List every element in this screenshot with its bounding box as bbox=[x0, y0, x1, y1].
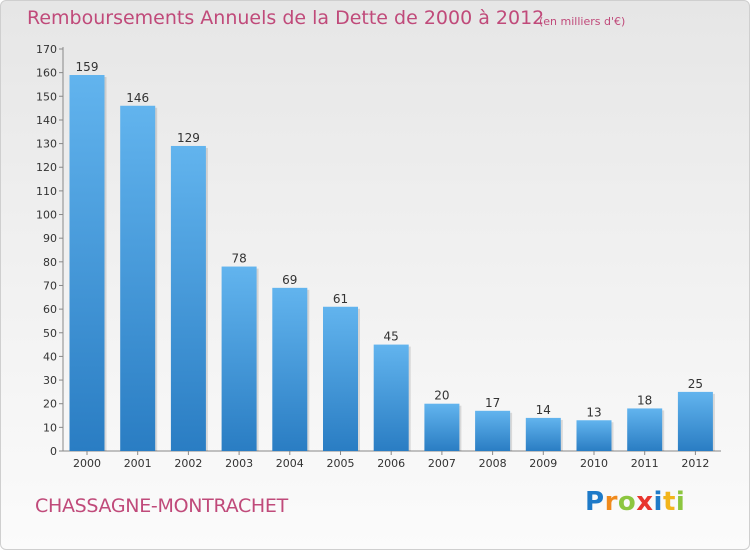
data-label: 18 bbox=[637, 393, 652, 407]
bar bbox=[373, 344, 409, 451]
x-tick-label: 2002 bbox=[174, 457, 202, 470]
y-tick-label: 30 bbox=[43, 374, 57, 387]
bar bbox=[576, 420, 612, 451]
x-tick-label: 2004 bbox=[276, 457, 304, 470]
chart-subtitle: (en milliers d'€) bbox=[539, 15, 626, 28]
data-label: 13 bbox=[586, 405, 601, 419]
y-tick-label: 100 bbox=[36, 209, 57, 222]
chart-title: Remboursements Annuels de la Dette de 20… bbox=[27, 7, 545, 29]
data-label: 159 bbox=[76, 60, 99, 74]
y-tick-label: 60 bbox=[43, 303, 57, 316]
x-tick-label: 2011 bbox=[631, 457, 659, 470]
bar bbox=[120, 105, 156, 452]
x-tick-label: 2005 bbox=[327, 457, 355, 470]
data-label: 61 bbox=[333, 292, 348, 306]
logo-letter: x bbox=[636, 487, 654, 517]
y-tick-label: 150 bbox=[36, 90, 57, 103]
logo-letter: o bbox=[617, 487, 637, 517]
x-tick-label: 2003 bbox=[225, 457, 253, 470]
logo-letter: i bbox=[675, 487, 686, 517]
y-tick-label: 70 bbox=[43, 279, 57, 292]
y-tick-label: 10 bbox=[43, 421, 57, 434]
proxiti-logo: Proxiti bbox=[585, 487, 685, 517]
bar bbox=[424, 403, 460, 451]
x-tick-label: 2006 bbox=[377, 457, 405, 470]
bar bbox=[272, 287, 308, 451]
data-label: 129 bbox=[177, 131, 200, 145]
x-tick-label: 2001 bbox=[124, 457, 152, 470]
y-tick-label: 0 bbox=[50, 445, 57, 458]
data-label: 14 bbox=[536, 403, 551, 417]
data-label: 69 bbox=[282, 273, 297, 287]
x-tick-label: 2007 bbox=[428, 457, 456, 470]
logo-letter: P bbox=[585, 487, 605, 517]
y-tick-label: 160 bbox=[36, 67, 57, 80]
y-tick-label: 110 bbox=[36, 185, 57, 198]
y-tick-label: 40 bbox=[43, 350, 57, 363]
data-label: 25 bbox=[688, 377, 703, 391]
bar bbox=[525, 417, 561, 451]
logo-letter: i bbox=[653, 487, 663, 517]
data-label: 146 bbox=[126, 91, 149, 105]
bar bbox=[221, 266, 257, 451]
bar bbox=[323, 306, 358, 451]
data-label: 45 bbox=[384, 330, 399, 344]
y-tick-label: 80 bbox=[43, 256, 57, 269]
bar bbox=[627, 408, 663, 451]
data-label: 78 bbox=[231, 252, 246, 266]
bar bbox=[475, 410, 511, 451]
y-tick-label: 120 bbox=[36, 161, 57, 174]
x-tick-label: 2012 bbox=[681, 457, 709, 470]
x-tick-label: 2008 bbox=[479, 457, 507, 470]
y-tick-label: 50 bbox=[43, 327, 57, 340]
commune-name: CHASSAGNE-MONTRACHET bbox=[35, 495, 288, 517]
y-tick-label: 130 bbox=[36, 138, 57, 151]
bar bbox=[170, 145, 206, 451]
logo-letter: t bbox=[662, 487, 676, 517]
x-tick-label: 2009 bbox=[529, 457, 557, 470]
y-tick-label: 140 bbox=[36, 114, 57, 127]
data-label: 17 bbox=[485, 396, 500, 410]
logo-letter: r bbox=[604, 487, 618, 517]
bar bbox=[677, 391, 713, 451]
data-label: 20 bbox=[434, 389, 449, 403]
y-tick-label: 170 bbox=[36, 43, 57, 56]
x-tick-label: 2010 bbox=[580, 457, 608, 470]
bar bbox=[69, 75, 105, 451]
y-tick-label: 90 bbox=[43, 232, 57, 245]
x-tick-label: 2000 bbox=[73, 457, 101, 470]
y-tick-label: 20 bbox=[43, 398, 57, 411]
